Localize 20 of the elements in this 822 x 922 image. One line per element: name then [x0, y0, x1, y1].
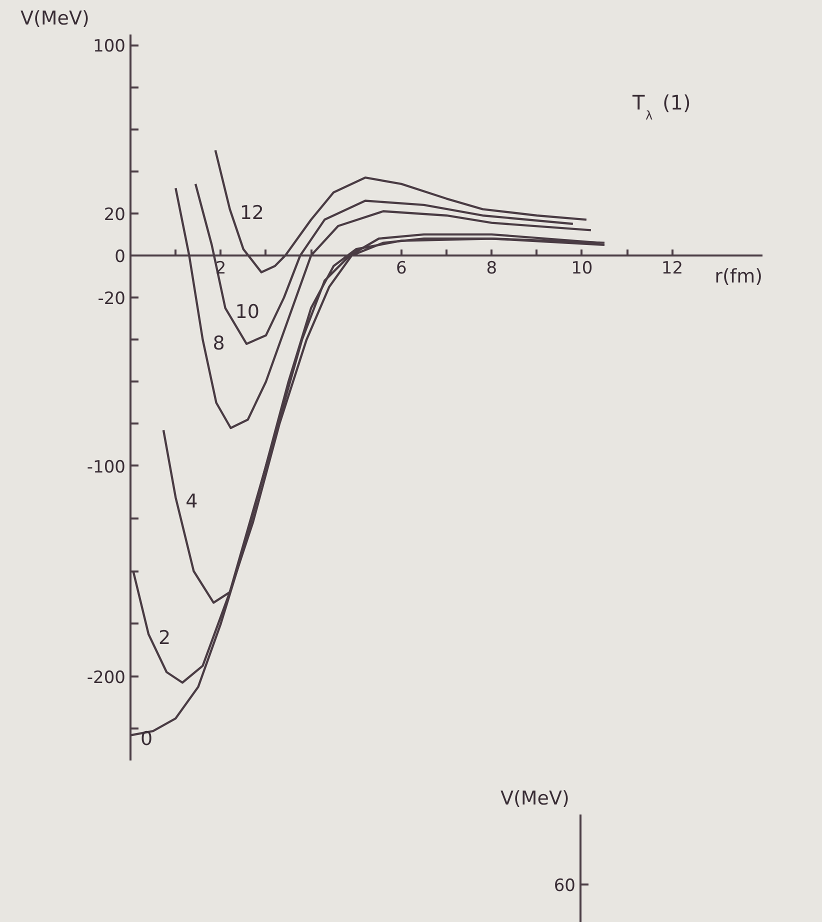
y-tick-label: 100 [93, 36, 126, 57]
y-tick-label: -20 [98, 289, 126, 310]
x-tick-label: 8 [486, 258, 498, 278]
series-label: 8 [212, 332, 225, 355]
series-label: 0 [140, 728, 153, 750]
x-tick-label: 10 [571, 258, 593, 278]
series-label: 4 [186, 490, 198, 512]
text: 60 [554, 876, 576, 896]
text: V(MeV) [500, 788, 570, 810]
series-label: 12 [240, 202, 264, 224]
y-tick-label: 0 [114, 246, 126, 267]
x-axis-title: r(fm) [714, 265, 763, 288]
y-tick-label: 20 [104, 204, 126, 225]
y-axis-title: V(MeV) [20, 8, 90, 30]
series-label: 10 [235, 301, 260, 324]
y-tick-label: -200 [86, 668, 126, 688]
x-tick-label: 12 [661, 258, 684, 278]
series-label: 2 [158, 627, 171, 650]
x-tick-label: 6 [396, 258, 407, 278]
y-tick-label: -100 [86, 457, 126, 478]
